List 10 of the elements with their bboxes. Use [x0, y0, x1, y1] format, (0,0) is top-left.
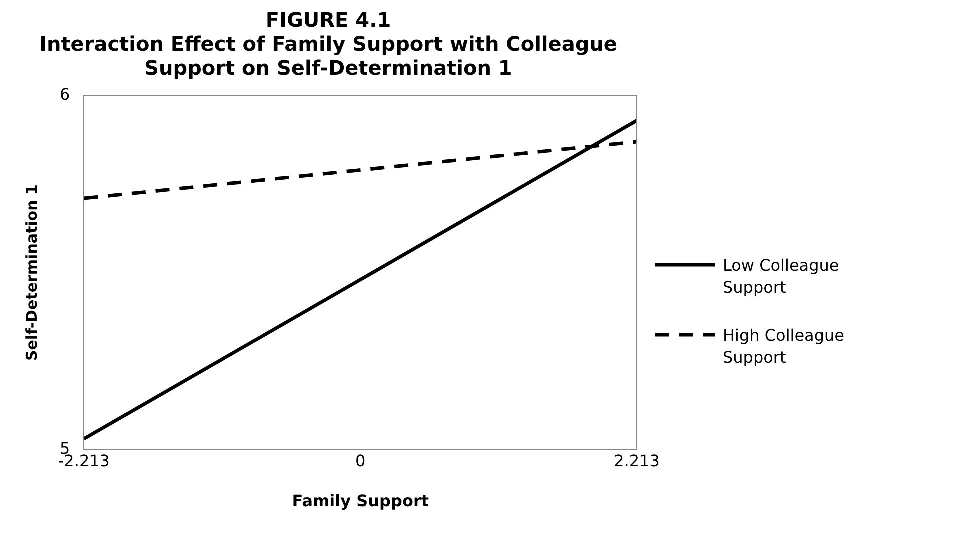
- text: Interaction Effect of Family Support with Colleague: [40, 32, 618, 56]
- legend-label: High Colleague Support: [723, 325, 846, 369]
- x-tick-label: 2.213: [614, 451, 660, 470]
- x-axis-title: Family Support: [292, 492, 430, 511]
- y-tick-label: 6: [60, 85, 70, 104]
- text: FIGURE 4.1: [266, 8, 392, 32]
- y-axis-title: Self-Determination 1: [22, 184, 41, 362]
- text: Support on Self-Determination 1: [144, 56, 512, 80]
- legend-label: Low Colleague Support: [723, 255, 840, 299]
- x-tick-label: 0: [355, 451, 366, 470]
